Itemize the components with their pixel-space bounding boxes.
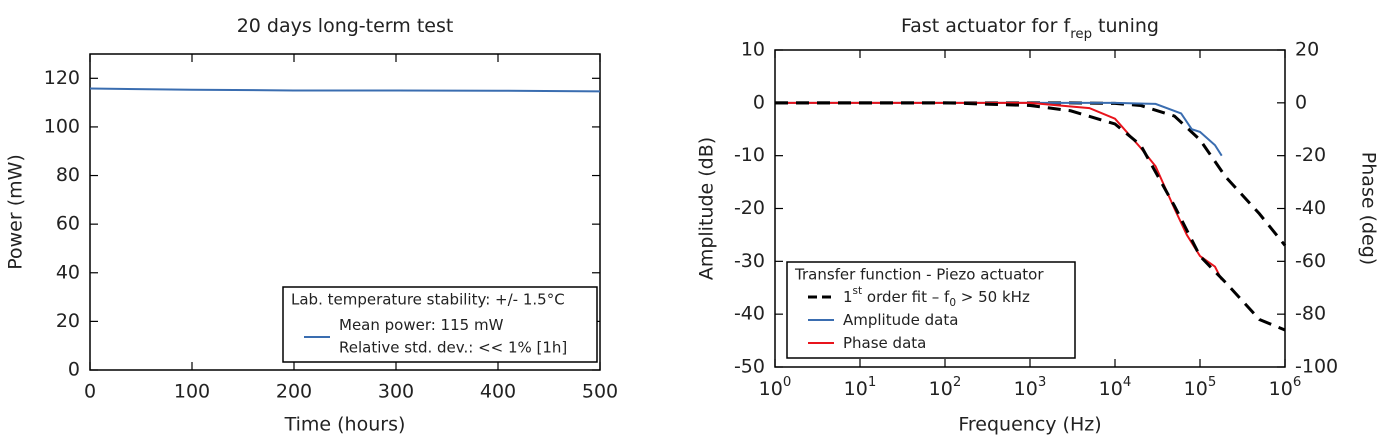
x-tick-label: 102 [929,375,962,400]
x-tick-label: 200 [276,381,312,403]
x-tick-base: 10 [844,378,868,400]
legend-label-part: > 50 kHz [956,288,1030,306]
legend-label-part: 0 [949,297,956,309]
y-tick-label: -20 [1295,144,1326,166]
x-tick-label: 400 [480,381,516,403]
x-tick-exponent: 4 [1123,375,1131,390]
legend-label-part: Amplitude data [843,311,958,329]
legend-label: 1st order fit – f0 > 50 kHz [843,285,1030,309]
y-tick-label: -50 [734,356,765,378]
y-tick-label: 60 [56,213,80,235]
legend-box [786,261,1076,359]
legend-box [282,286,598,363]
legend-label-part: Mean power: 115 mW [339,316,504,334]
x-tick-base: 10 [1184,378,1208,400]
x-tick-label: 100 [759,375,792,400]
x-tick-label: 500 [582,381,618,403]
chart-title-part: 20 days long-term test [237,15,454,37]
series-line [89,87,601,93]
legend-label-part: 1 [843,288,853,306]
y2-axis-label: Phase (deg) [1358,152,1380,265]
y-tick-label: -60 [1295,250,1326,272]
x-tick-base: 10 [759,378,783,400]
series-line [775,101,1286,332]
x-tick-exponent: 0 [783,375,791,390]
y-tick-label: -100 [1295,356,1338,378]
y-tick-label: 100 [44,115,80,137]
chart-title-part: tuning [1092,15,1159,37]
y-axis-label: Amplitude (dB) [696,137,718,280]
y-axis-label: Power (mW) [5,154,27,270]
y-tick-label: 20 [56,310,80,332]
x-tick-exponent: 5 [1208,375,1216,390]
legend-title: Lab. temperature stability: +/- 1.5°C [291,291,565,309]
legend-label-part: Phase data [843,334,926,352]
legend-label: Amplitude data [843,311,958,329]
legend-label-part: order fit – f [862,288,950,306]
plot-frame [89,53,601,371]
x-tick-exponent: 1 [868,375,876,390]
chart-title-part: Fast actuator for f [901,15,1072,37]
chart-title: 20 days long-term test [237,15,454,37]
y-tick-label: 120 [44,67,80,89]
y-tick-label: 10 [741,39,765,61]
y-tick-label: -30 [734,250,765,272]
y-tick-label: 0 [68,359,80,381]
y-tick-label: 80 [56,164,80,186]
y-tick-label: 0 [753,91,765,113]
x-axis-label: Frequency (Hz) [958,414,1101,436]
x-tick-label: 0 [84,381,96,403]
x-tick-label: 103 [1014,375,1047,400]
y-tick-label: -40 [734,303,765,325]
x-tick-label: 100 [174,381,210,403]
y-tick-label: -10 [734,144,765,166]
y-tick-label: 0 [1295,91,1307,113]
x-tick-label: 104 [1099,375,1132,400]
x-tick-label: 300 [378,381,414,403]
x-tick-base: 10 [929,378,953,400]
x-tick-label: 105 [1184,375,1217,400]
chart-title-part: rep [1070,27,1092,42]
x-tick-exponent: 6 [1293,375,1301,390]
legend-title: Transfer function - Piezo actuator [794,266,1044,284]
x-tick-base: 10 [1014,378,1038,400]
chart-title: Fast actuator for frep tuning [901,15,1159,42]
x-tick-exponent: 3 [1038,375,1046,390]
series-line [775,101,1223,281]
y-tick-label: -20 [734,197,765,219]
x-tick-label: 106 [1269,375,1302,400]
y-tick-label: 40 [56,261,80,283]
legend-label: Mean power: 115 mW [339,316,504,334]
x-tick-base: 10 [1099,378,1123,400]
x-axis-label: Time (hours) [284,414,406,436]
x-tick-exponent: 2 [953,375,961,390]
x-tick-base: 10 [1269,378,1293,400]
legend-label-part: st [853,285,863,297]
legend-label: Phase data [843,334,926,352]
series-line [775,101,1287,247]
y-tick-label: -40 [1295,197,1326,219]
legend-note: Relative std. dev.: << 1% [1h] [339,339,567,357]
y-tick-label: 20 [1295,39,1319,61]
y-tick-label: -80 [1295,303,1326,325]
x-tick-label: 101 [844,375,877,400]
